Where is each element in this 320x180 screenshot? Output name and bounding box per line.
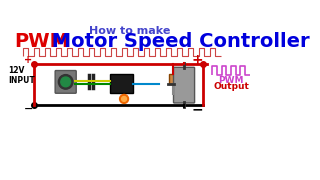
Bar	[169, 74, 177, 84]
Circle shape	[61, 77, 70, 87]
Text: How to make: How to make	[89, 26, 171, 36]
Text: Motor Speed Controller: Motor Speed Controller	[45, 32, 310, 51]
Text: +: +	[191, 53, 203, 67]
Text: PWM: PWM	[218, 76, 244, 85]
Circle shape	[122, 96, 126, 101]
Text: Output: Output	[213, 82, 249, 91]
Text: −: −	[191, 102, 203, 116]
Circle shape	[58, 75, 73, 89]
Text: −: −	[24, 104, 33, 114]
Circle shape	[120, 94, 129, 103]
Text: 12V
INPUT: 12V INPUT	[8, 66, 35, 85]
FancyBboxPatch shape	[55, 71, 76, 93]
Text: PWM: PWM	[15, 32, 69, 51]
Text: +: +	[24, 55, 32, 65]
Bar	[110, 74, 133, 93]
FancyBboxPatch shape	[173, 67, 195, 103]
